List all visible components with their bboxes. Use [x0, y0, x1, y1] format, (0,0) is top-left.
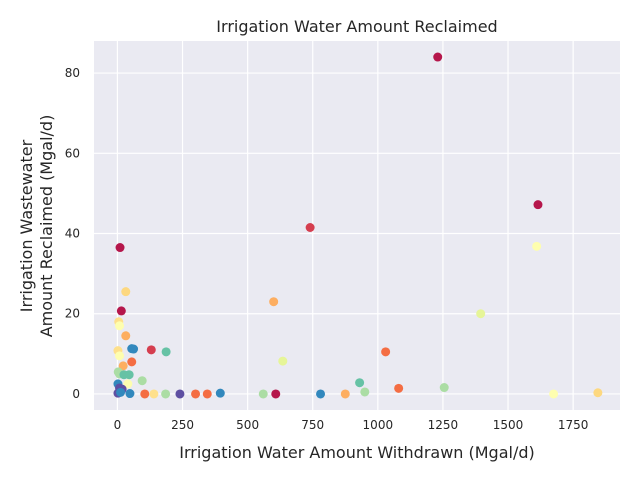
scatter-point — [123, 379, 133, 389]
scatter-point — [271, 389, 281, 399]
scatter-point — [118, 361, 128, 371]
x-tick-label: 750 — [301, 418, 324, 432]
scatter-point — [121, 331, 131, 341]
y-tick-label: 20 — [65, 307, 80, 321]
scatter-point — [593, 388, 603, 398]
scatter-point — [278, 356, 288, 366]
scatter-point — [215, 388, 225, 398]
scatter-point — [175, 389, 185, 399]
x-tick-label: 1500 — [493, 418, 524, 432]
scatter-point — [433, 52, 443, 62]
chart-title: Irrigation Water Amount Reclaimed — [216, 17, 497, 36]
x-tick-label: 1750 — [558, 418, 589, 432]
x-tick-label: 250 — [171, 418, 194, 432]
y-axis-label-line-2: Amount Reclaimed (Mgal/d) — [37, 115, 56, 338]
scatter-point — [202, 389, 212, 399]
scatter-point — [140, 389, 150, 399]
scatter-point — [161, 347, 171, 357]
y-tick-label: 0 — [72, 387, 80, 401]
x-tick-label: 500 — [236, 418, 259, 432]
scatter-point — [146, 345, 156, 355]
scatter-point — [116, 306, 126, 316]
scatter-point — [116, 387, 126, 397]
scatter-point — [305, 223, 315, 233]
x-tick-label: 0 — [114, 418, 122, 432]
plot-background — [94, 41, 620, 410]
scatter-point — [316, 389, 326, 399]
scatter-point — [129, 344, 139, 354]
scatter-point — [269, 297, 279, 307]
scatter-point — [360, 387, 370, 397]
scatter-point — [115, 321, 125, 331]
scatter-point — [533, 200, 543, 210]
scatter-point — [439, 383, 449, 393]
x-tick-label: 1000 — [363, 418, 394, 432]
scatter-point — [355, 378, 365, 388]
y-tick-label: 40 — [65, 227, 80, 241]
grid-lines — [94, 41, 620, 410]
scatter-point — [127, 357, 137, 367]
x-tick-labels: 0 250 500 750 1000 1250 1500 1750 — [114, 418, 589, 432]
scatter-point — [115, 243, 125, 253]
scatter-point — [137, 376, 147, 386]
scatter-point — [191, 389, 201, 399]
scatter-point — [161, 389, 171, 399]
scatter-point — [340, 389, 350, 399]
scatter-point — [394, 383, 404, 393]
scatter-point — [258, 389, 268, 399]
scatter-point — [125, 389, 135, 399]
y-tick-label: 60 — [65, 146, 80, 160]
scatter-point — [381, 347, 391, 357]
y-tick-labels: 0 20 40 60 80 — [65, 66, 80, 401]
scatter-point — [476, 309, 486, 319]
x-axis-label: Irrigation Water Amount Withdrawn (Mgal/… — [179, 443, 535, 462]
scatter-point — [549, 389, 559, 399]
data-points — [113, 52, 603, 399]
scatter-point — [121, 287, 131, 297]
scatter-point — [149, 389, 159, 399]
x-tick-label: 1250 — [428, 418, 459, 432]
y-tick-label: 80 — [65, 66, 80, 80]
scatter-point — [124, 370, 134, 380]
scatter-point — [532, 241, 542, 251]
scatter-point — [115, 351, 125, 361]
y-axis-label-line-1: Irrigation Wastewater — [17, 139, 36, 312]
